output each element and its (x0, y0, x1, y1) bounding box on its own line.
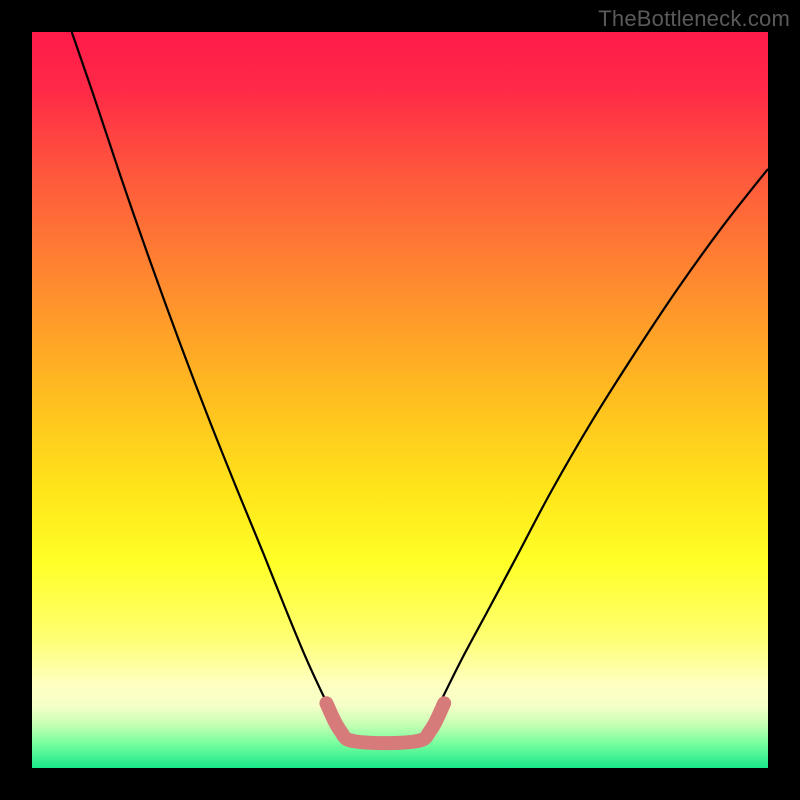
gradient-plot-area (0, 0, 800, 800)
chart-background (32, 32, 768, 768)
watermark-text: TheBottleneck.com (598, 6, 790, 32)
